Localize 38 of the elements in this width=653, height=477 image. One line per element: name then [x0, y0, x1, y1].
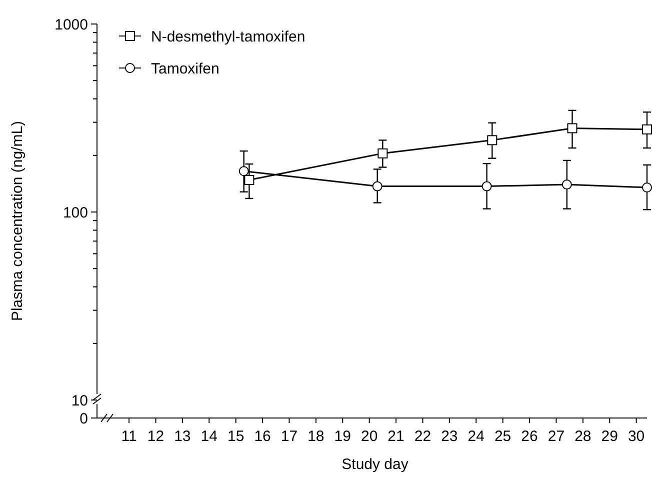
point	[642, 182, 652, 192]
x-tick-label: 26	[521, 428, 538, 445]
x-tick-label: 22	[414, 428, 432, 445]
point	[238, 166, 249, 176]
y-tick-label: 1000	[54, 16, 88, 34]
x-axis-title: Study day	[342, 456, 409, 473]
point	[562, 180, 572, 190]
x-tick-label: 20	[360, 428, 378, 445]
point	[378, 148, 388, 158]
legend-label: Tamoxifen	[151, 60, 220, 78]
x-tick-label: 25	[494, 428, 512, 445]
point	[487, 135, 498, 146]
x-tick-label: 27	[548, 428, 565, 445]
x-tick-label: 13	[174, 428, 191, 445]
point	[482, 181, 492, 192]
x-tick-label: 16	[254, 428, 271, 445]
x-tick-label: 12	[147, 428, 164, 445]
x-tick-label: 15	[227, 428, 244, 445]
point	[567, 123, 578, 134]
y-tick-label: 100	[62, 204, 88, 222]
x-tick-label: 18	[308, 428, 324, 445]
point	[372, 181, 382, 192]
x-tick-label: 29	[601, 428, 618, 445]
x-tick-label: 23	[441, 428, 458, 445]
x-tick-label: 17	[280, 428, 298, 445]
x-tick-label: 24	[468, 428, 484, 445]
x-tick-label: 21	[388, 428, 404, 445]
x-tick-label: 14	[200, 428, 218, 445]
y-axis-title: Plasma concentration (ng/mL)	[9, 120, 26, 322]
point	[244, 174, 254, 185]
legend-label: N-desmethyl-tamoxifen	[151, 28, 306, 46]
x-tick-label: 19	[334, 428, 351, 445]
y-tick-label: 0	[80, 410, 88, 428]
point	[642, 124, 652, 134]
x-tick-label: 28	[574, 428, 592, 445]
y-tick-label: 10	[71, 392, 88, 410]
x-tick-label: 11	[121, 428, 137, 445]
x-tick-label: 30	[628, 428, 645, 445]
